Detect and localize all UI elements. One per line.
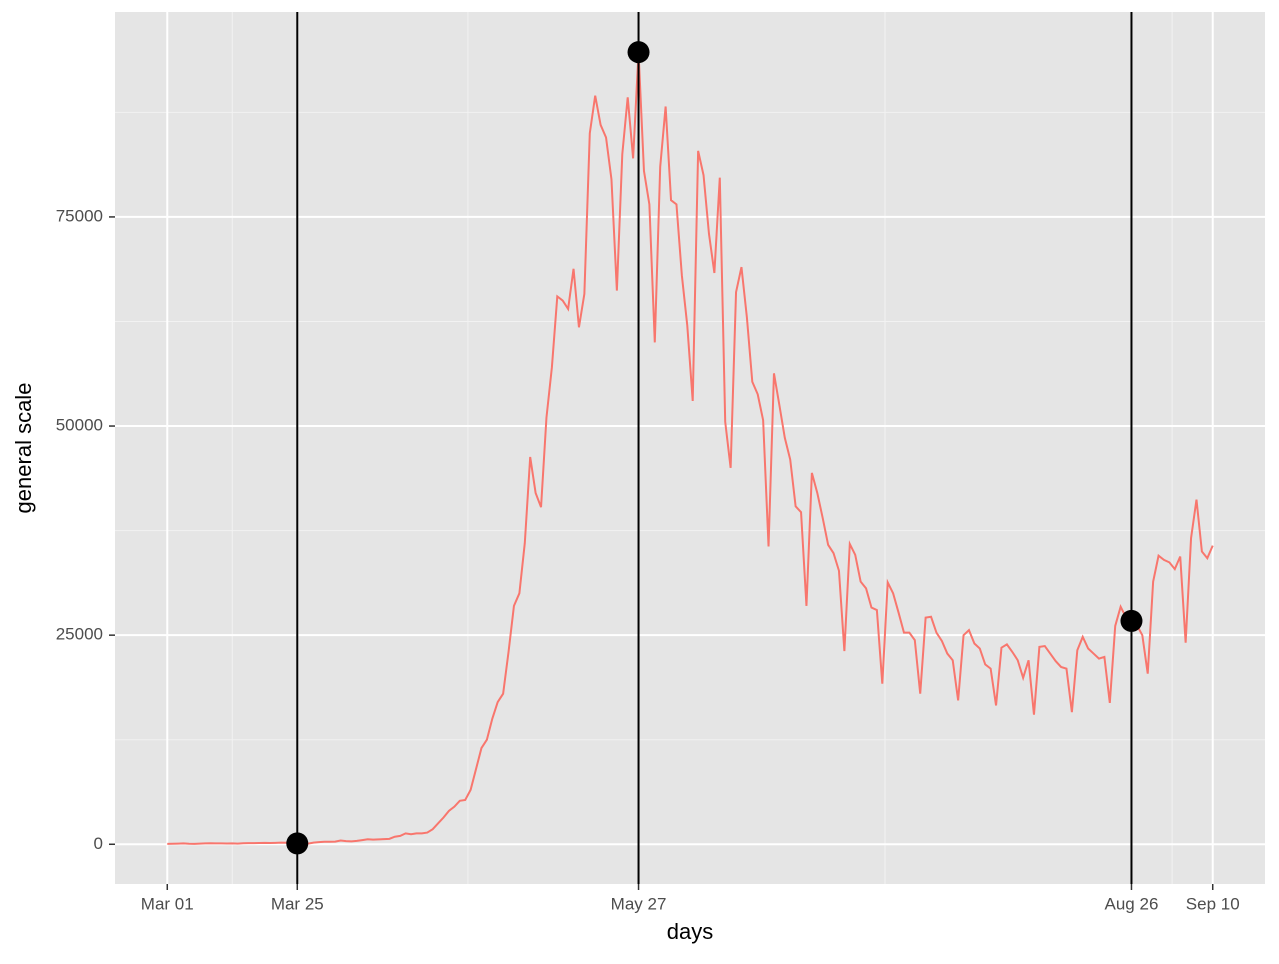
x-tick-label: Aug 26 <box>1105 894 1159 913</box>
x-tick-label: Mar 01 <box>141 894 194 913</box>
y-axis-title: general scale <box>11 383 36 514</box>
highlight-point <box>627 41 650 64</box>
y-tick-label: 50000 <box>56 416 103 435</box>
x-tick-label: Mar 25 <box>271 894 324 913</box>
x-axis-title: days <box>667 919 713 944</box>
y-tick-label: 25000 <box>56 625 103 644</box>
x-tick-label: Sep 10 <box>1186 894 1240 913</box>
highlight-point <box>1120 609 1143 632</box>
data-line <box>167 52 1214 845</box>
x-tick-label: May 27 <box>611 894 667 913</box>
highlight-point <box>286 832 309 855</box>
y-tick-label: 0 <box>94 834 103 853</box>
panel <box>115 12 1265 884</box>
y-tick-label: 75000 <box>56 206 103 225</box>
